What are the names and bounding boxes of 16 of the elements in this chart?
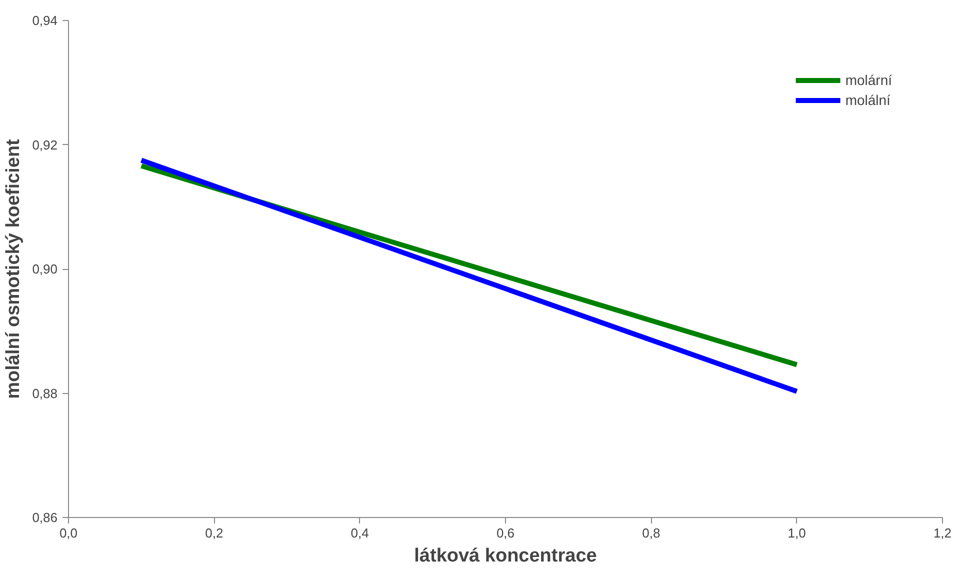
y-tick-label: 0,90 xyxy=(32,262,58,276)
y-tick-label: 0,86 xyxy=(32,510,58,525)
x-axis-title: látková koncentrace xyxy=(414,546,597,566)
x-tick-label: 0,0 xyxy=(59,526,78,540)
x-tick-label: 1,0 xyxy=(788,526,806,540)
x-tick-label: 1,2 xyxy=(933,526,952,540)
x-tick-label: 0,8 xyxy=(642,526,660,540)
y-tick-label: 0,88 xyxy=(32,386,58,401)
y-tick-label: 0,94 xyxy=(32,13,58,28)
x-tick-label: 0,6 xyxy=(496,526,515,540)
x-tick-label: 0,2 xyxy=(205,526,224,540)
y-tick-label: 0,92 xyxy=(32,137,58,152)
x-tick-label: 0,4 xyxy=(350,526,369,540)
legend-label: molální xyxy=(845,92,890,108)
legend-label: molární xyxy=(845,72,892,88)
y-axis-title: molální osmotický koeficient xyxy=(3,138,24,399)
